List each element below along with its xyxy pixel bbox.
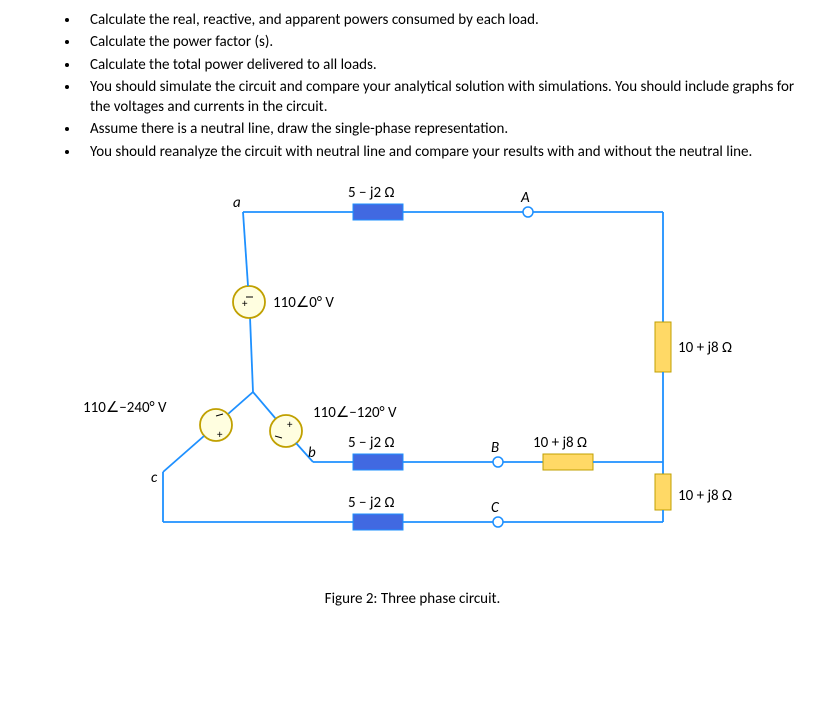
load-ab-label: 10 + j8 Ω <box>678 339 732 357</box>
bullet-item: Calculate the real, reactive, and appare… <box>80 10 805 30</box>
figure-caption: Figure 2: Three phase circuit. <box>20 590 805 608</box>
node-b-label: b <box>308 444 316 462</box>
svg-text:110∠−120° V: 110∠−120° V <box>313 404 397 422</box>
svg-text:+: + <box>217 428 223 441</box>
node-a-label: a <box>233 194 241 212</box>
zc-label: 5 − j2 Ω <box>348 494 394 512</box>
circuit-svg: + + + 110∠0° V 110∠−120° V 110∠−240° V a… <box>53 182 773 582</box>
bullet-item: You should reanalyze the circuit with ne… <box>80 142 805 162</box>
bullet-item: Calculate the power factor (s). <box>80 32 805 52</box>
zb-label: 5 − j2 Ω <box>348 434 394 452</box>
node-B-label: B <box>491 439 499 457</box>
circuit-figure: + + + 110∠0° V 110∠−120° V 110∠−240° V a… <box>53 182 773 582</box>
svg-text:+: + <box>242 297 248 310</box>
node-C-label: C <box>491 499 500 517</box>
bullet-item: Calculate the total power delivered to a… <box>80 55 805 75</box>
src-a-label: 110 <box>273 294 296 312</box>
bullet-item: You should simulate the circuit and comp… <box>80 77 805 118</box>
bullet-item: Assume there is a neutral line, draw the… <box>80 119 805 139</box>
node-c-label: c <box>151 469 158 487</box>
za-label: 5 − j2 Ω <box>348 184 394 202</box>
svg-text:110∠0° V: 110∠0° V <box>273 294 334 312</box>
bullet-list: Calculate the real, reactive, and appare… <box>20 10 805 162</box>
src-c-label: 110∠−240° V <box>83 399 167 417</box>
load-bc-label: 10 + j8 Ω <box>678 487 732 505</box>
svg-text:+: + <box>287 418 293 431</box>
node-A-label: A <box>520 189 530 207</box>
load-ca-label: 10 + j8 Ω <box>533 434 587 452</box>
